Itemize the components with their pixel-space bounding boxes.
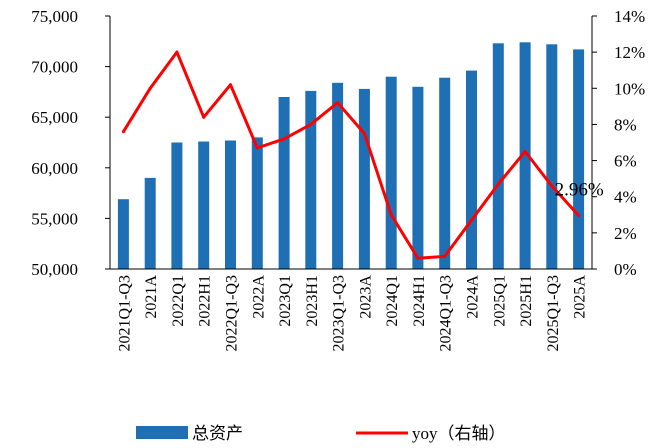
- category-label: 2025Q1: [491, 275, 508, 327]
- category-label: 2023A: [357, 275, 374, 319]
- category-label: 2022Q1: [170, 275, 187, 327]
- yoy-point-2024Q1: [389, 213, 393, 217]
- bar-2024A: [466, 70, 477, 269]
- right-tick-label: 12%: [614, 43, 645, 62]
- right-tick-label: 8%: [614, 115, 637, 134]
- bar-2023H1: [305, 90, 317, 270]
- category-label: 2025A: [572, 275, 589, 319]
- category-label: 2024H1: [411, 275, 428, 327]
- bar-2025A: [573, 49, 585, 270]
- category-label: 2024Q1-Q3: [438, 275, 455, 351]
- yoy-point-2023H1: [309, 122, 313, 126]
- category-label: 2022H1: [197, 275, 214, 327]
- right-tick-label: 10%: [614, 79, 645, 98]
- left-axis-ticks: 50,000 55,000 60,000 65,000 70,000 75,000: [31, 7, 110, 279]
- yoy-point-2022Q1-Q3: [229, 83, 232, 87]
- left-tick-label: 70,000: [31, 58, 78, 77]
- yoy-point-2024A: [470, 218, 473, 222]
- yoy-point-2025A: [577, 214, 581, 217]
- bar-2024Q1-Q3: [439, 77, 451, 269]
- category-label: 2023Q1: [277, 275, 294, 327]
- category-label: 2025Q1-Q3: [545, 275, 562, 351]
- category-label: 2024Q1: [384, 275, 401, 327]
- category-label: 2022A: [250, 275, 267, 319]
- bar-2022A: [251, 137, 263, 269]
- yoy-point-2024Q1-Q3: [443, 254, 447, 258]
- right-axis-ticks: 0% 2% 4% 6% 8% 10% 12% 14%: [592, 7, 645, 279]
- category-label: 2021A: [143, 275, 160, 319]
- bar-2023A: [358, 88, 370, 270]
- legend: 总资产 yoy（右轴）: [136, 424, 506, 443]
- right-tick-label: 2%: [614, 224, 637, 243]
- line-series: [121, 50, 581, 260]
- bar-2023Q1: [278, 97, 290, 269]
- left-tick-label: 65,000: [31, 108, 78, 127]
- left-tick-label: 50,000: [31, 260, 78, 279]
- left-tick-label: 55,000: [31, 209, 78, 228]
- category-label: 2025H1: [518, 275, 535, 327]
- bar-2025Q1-Q3: [546, 44, 558, 269]
- yoy-point-2021A: [148, 86, 152, 90]
- yoy-point-2023Q1: [282, 137, 286, 141]
- yoy-point-2024H1: [416, 256, 420, 260]
- yoy-line: [122, 50, 580, 260]
- legend-label-line: yoy（右轴）: [412, 424, 506, 443]
- yoy-point-2022Q1: [175, 50, 179, 54]
- yoy-point-2025Q1: [496, 182, 500, 186]
- category-label: 2023H1: [304, 275, 321, 327]
- right-tick-label: 6%: [614, 152, 637, 171]
- bar-2022Q1: [171, 142, 183, 269]
- category-label: 2024A: [465, 275, 482, 319]
- category-label: 2022Q1-Q3: [224, 275, 241, 351]
- bar-series: [117, 42, 585, 270]
- yoy-point-2023Q1-Q3: [336, 101, 340, 105]
- legend-label-bar: 总资产: [192, 424, 243, 443]
- yoy-point-2022H1: [202, 115, 206, 119]
- yoy-point-2021Q1-Q3: [121, 130, 125, 134]
- left-tick-label: 75,000: [31, 7, 78, 26]
- right-tick-label: 4%: [614, 188, 637, 207]
- axes: [109, 16, 593, 270]
- bar-2023Q1-Q3: [332, 82, 344, 269]
- category-label: 2021Q1-Q3: [116, 275, 133, 351]
- yoy-point-2023A: [362, 132, 366, 135]
- yoy-point-2025H1: [523, 150, 527, 153]
- yoy-point-2025Q1-Q3: [550, 184, 554, 188]
- bar-2025H1: [519, 42, 531, 269]
- bar-2022H1: [198, 141, 210, 269]
- category-labels: 2021Q1-Q3 2021A 2022Q1 2022H1 2022Q1-Q3 2022A…: [116, 275, 588, 352]
- legend-swatch-bar: [136, 426, 188, 439]
- left-tick-label: 60,000: [31, 159, 78, 178]
- data-label-2025A: 2.96%: [555, 180, 604, 201]
- bar-2024H1: [412, 86, 424, 269]
- bar-2022Q1-Q3: [225, 140, 236, 269]
- yoy-point-2022A: [255, 146, 259, 150]
- right-tick-label: 14%: [614, 7, 645, 26]
- bar-2021Q1-Q3: [117, 199, 129, 269]
- right-tick-label: 0%: [614, 260, 637, 279]
- bar-2025Q1: [492, 43, 504, 269]
- bar-2024Q1: [385, 76, 397, 269]
- bar-2021A: [144, 177, 156, 269]
- category-label: 2023Q1-Q3: [331, 275, 348, 351]
